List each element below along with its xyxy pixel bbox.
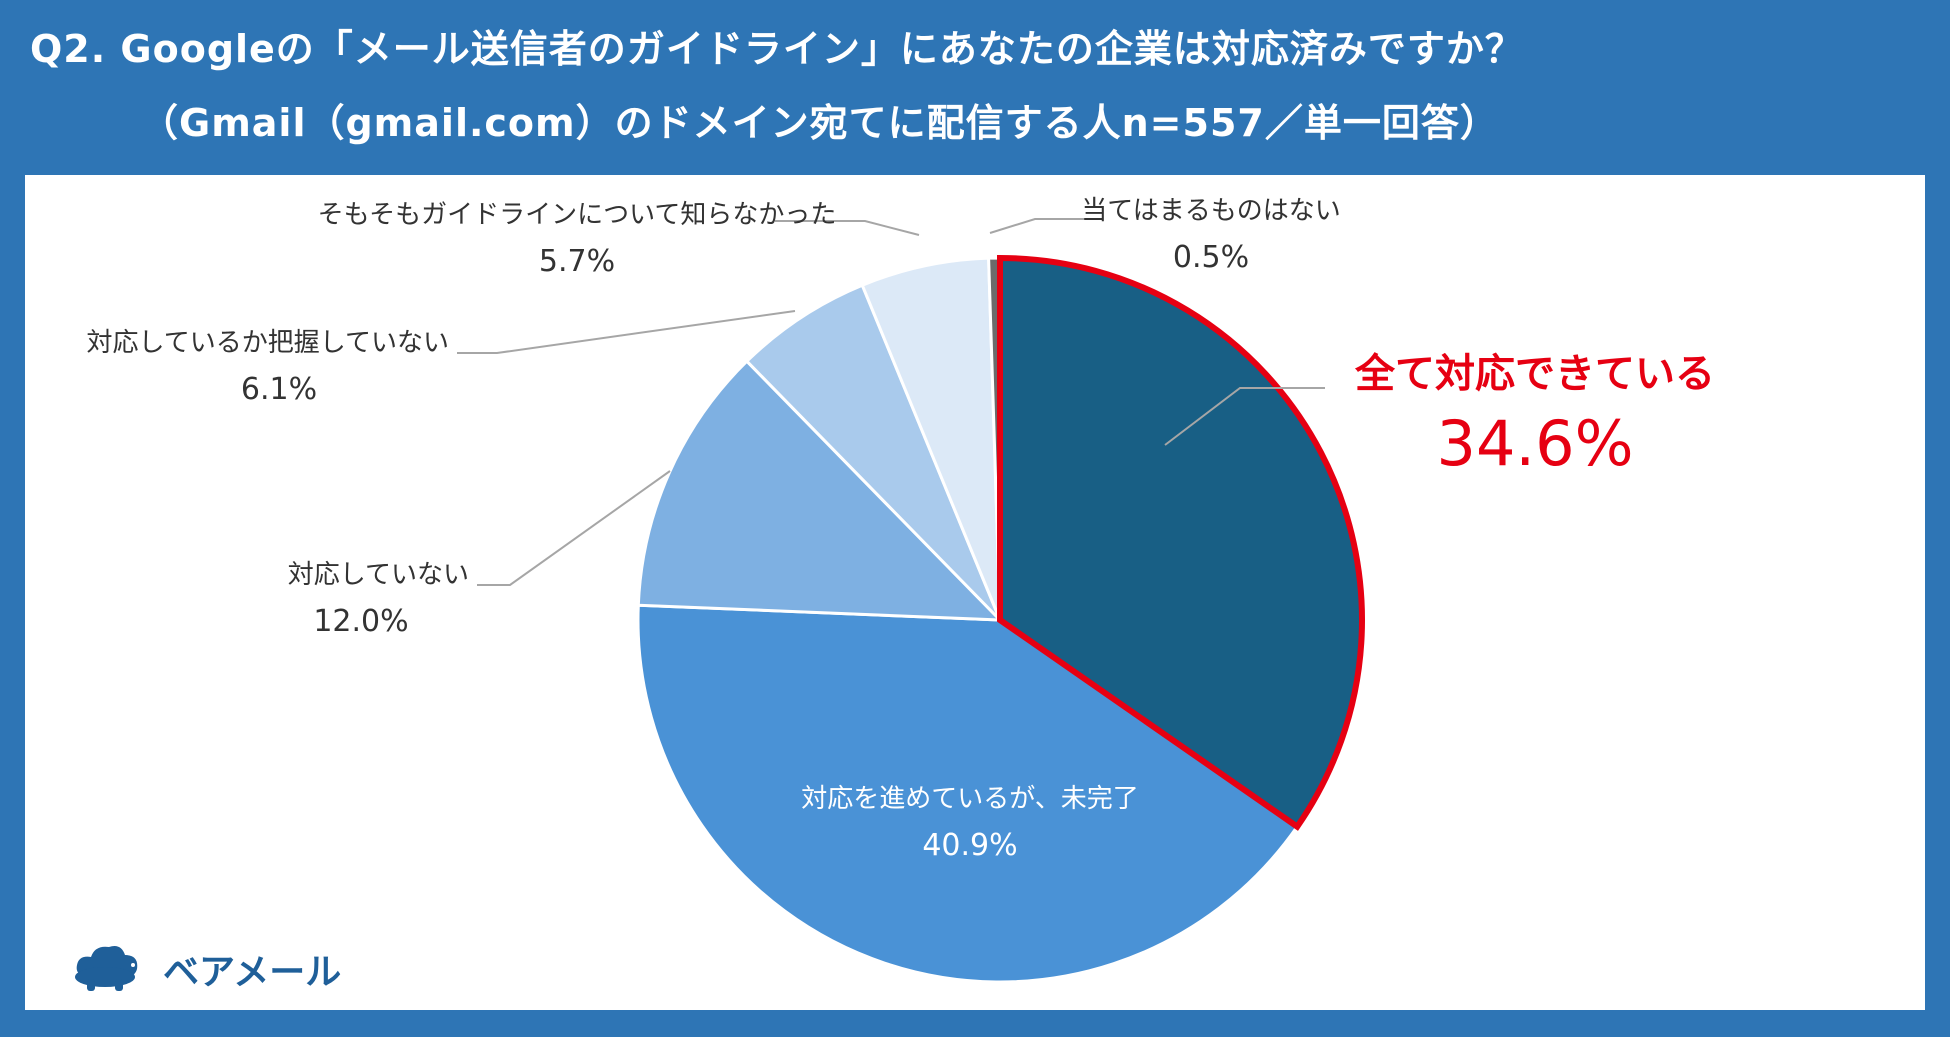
leader-line bbox=[989, 218, 1085, 234]
slice-label: 全て対応できている bbox=[1354, 351, 1715, 397]
leader-line bbox=[477, 470, 671, 586]
leader-line bbox=[775, 220, 920, 236]
slice-value-label: 0.5% bbox=[1173, 240, 1249, 275]
pie-slice bbox=[860, 256, 1002, 621]
slice-label: 当てはまるものはない bbox=[1081, 196, 1340, 226]
slice-label: 対応を進めているが、未完了 bbox=[801, 784, 1138, 814]
pie-slice bbox=[636, 359, 1004, 622]
pie-chart: 全て対応できている 34.6% 対応を進めているが、未完了 40.9% 対応していない 1… bbox=[87, 196, 1715, 984]
slice-value-label: 6.1% bbox=[241, 372, 317, 407]
slice-value-label: 5.7% bbox=[539, 244, 615, 279]
pie-slice bbox=[744, 283, 1002, 622]
slice-label: そもそもガイドラインについて知らなかった bbox=[318, 200, 837, 230]
leader-line bbox=[457, 310, 796, 354]
slice-value-label: 12.0% bbox=[313, 604, 408, 639]
brand-logo-text: ベアメール bbox=[163, 952, 342, 993]
slice-value-label: 40.9% bbox=[922, 828, 1017, 863]
slice-label: 対応していない bbox=[288, 560, 469, 590]
chart-subtitle: （Gmail（gmail.com）のドメイン宛てに配信する人n=557／単一回答… bbox=[140, 101, 1499, 145]
slice-value-label: 34.6% bbox=[1437, 407, 1634, 480]
pie-slice-highlight bbox=[997, 254, 1365, 831]
chart-title: Q2. Googleの「メール送信者のガイドライン」にあなたの企業は対応済みです… bbox=[30, 27, 1524, 71]
slice-label: 対応しているか把握していない bbox=[87, 328, 449, 358]
chart-panel: 全て対応できている 34.6% 対応を進めているが、未完了 40.9% 対応していない 1… bbox=[25, 175, 1925, 1010]
pie-slice bbox=[636, 603, 1300, 984]
leader-line bbox=[1164, 387, 1325, 446]
brand-logo: ベアメール bbox=[65, 935, 341, 995]
bear-cloud-icon bbox=[75, 946, 138, 991]
